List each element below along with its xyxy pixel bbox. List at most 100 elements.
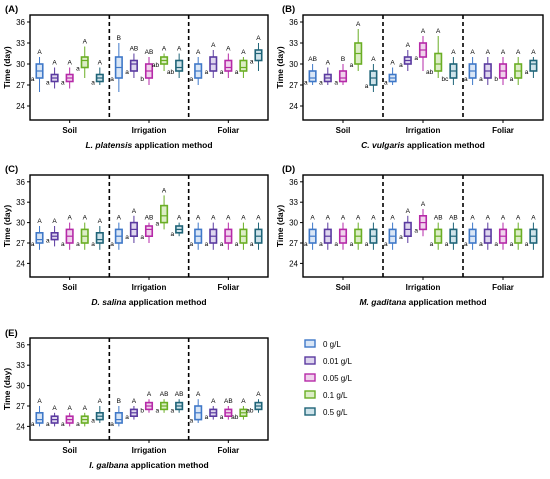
y-axis-label: Time (day) <box>2 46 12 89</box>
box <box>129 59 138 72</box>
sig-letter-upper: AB <box>130 46 139 53</box>
plot-frame <box>29 337 269 441</box>
sig-letter-upper: A <box>132 208 137 215</box>
box-foliar-2: aA <box>220 215 233 250</box>
sig-letter-upper: A <box>37 398 42 405</box>
box-irrigation-4: a AB <box>171 391 184 414</box>
box-soil-2: aA <box>61 60 74 89</box>
sig-letter-upper: A <box>196 49 201 56</box>
x-group-label: Foliar <box>492 126 514 135</box>
sig-letter-lower: a <box>220 69 224 76</box>
sig-letter-lower: a <box>384 241 388 248</box>
box-soil-4: aA <box>365 56 378 92</box>
x-group-label: Irrigation <box>132 446 167 455</box>
x-group-label: Soil <box>62 126 77 135</box>
sig-letter-upper: A <box>67 60 72 67</box>
sig-letter-upper: A <box>406 42 411 49</box>
sig-letter-upper: B <box>117 35 121 42</box>
box-foliar-0: aA <box>464 215 477 250</box>
sig-letter-upper: A <box>83 215 88 222</box>
sig-letter-upper: A <box>98 60 103 67</box>
box-foliar-1: aA <box>479 215 492 250</box>
sig-letter-lower: a <box>479 76 483 83</box>
panel-title-species: C. vulgaris <box>361 140 405 150</box>
x-group-label: Foliar <box>217 126 239 135</box>
box-irrigation-1: aA <box>125 208 138 243</box>
sig-letter-lower: bc <box>442 76 450 83</box>
legend-label: 0.05 g/L <box>323 374 352 383</box>
y-tick-label: 33 <box>289 39 298 48</box>
box-soil-4: aA <box>365 215 378 250</box>
sig-letter-lower: a <box>365 241 369 248</box>
y-tick-label: 36 <box>16 178 25 187</box>
sig-letter-upper: A <box>132 398 137 405</box>
sig-letter-lower: a <box>235 69 239 76</box>
sig-letter-upper: A <box>356 21 361 28</box>
box-foliar-4: aA <box>250 35 263 71</box>
box-irrigation-3: aA <box>155 187 169 230</box>
legend-swatch <box>304 390 316 399</box>
sig-letter-upper: A <box>256 215 261 222</box>
box-irrigation-3: a AB <box>430 215 443 250</box>
x-group-label: Irrigation <box>406 283 441 292</box>
box-irrigation-1: a AB <box>125 46 139 78</box>
sig-letter-lower: a <box>350 62 354 69</box>
box-soil-1: aA <box>46 405 59 428</box>
box-foliar-4: ab A <box>246 391 263 414</box>
box <box>529 59 538 72</box>
y-tick-label: 33 <box>16 39 25 48</box>
sig-letter-upper: A <box>256 391 261 398</box>
sig-letter-lower: a <box>91 418 95 425</box>
sig-letter-lower: a <box>334 241 338 248</box>
box-foliar-0: aA <box>190 49 203 85</box>
legend-item: 0.05 g/L <box>304 373 352 383</box>
y-tick-label: 27 <box>16 81 25 90</box>
y-tick-label: 30 <box>16 382 25 391</box>
x-group-label: Irrigation <box>132 126 167 135</box>
box-soil-0: aA <box>31 218 44 250</box>
sig-letter-lower: a <box>205 69 209 76</box>
box-irrigation-4: aA <box>171 215 184 238</box>
panel-title-rest: application method <box>405 140 485 150</box>
sig-letter-lower: a <box>110 241 114 248</box>
sig-letter-lower: b <box>140 76 144 83</box>
sig-letter-lower: a <box>171 407 175 414</box>
sig-letter-upper: A <box>516 49 521 56</box>
box <box>308 70 317 83</box>
y-tick-label: 36 <box>289 178 298 187</box>
legend-item: 0.1 g/L <box>304 390 348 400</box>
box-soil-2: aB <box>334 56 348 87</box>
box-foliar-0: aA <box>190 215 203 250</box>
box <box>160 204 169 224</box>
panel-title: L. platensis application method <box>85 140 212 150</box>
y-tick-label: 27 <box>16 402 25 411</box>
box-soil-1: aA <box>319 60 332 87</box>
sig-letter-upper: AB <box>224 398 233 405</box>
box <box>338 70 348 83</box>
y-tick-label: 24 <box>16 102 25 111</box>
y-tick-label: 33 <box>16 198 25 207</box>
box-irrigation-1: aA <box>399 208 412 243</box>
box-irrigation-2: b AB <box>140 49 153 85</box>
sig-letter-upper: A <box>98 398 103 405</box>
legend-label: 0.5 g/L <box>323 408 348 417</box>
sig-letter-lower: a <box>76 241 80 248</box>
box-soil-1: aA <box>46 60 59 89</box>
box-foliar-1: aA <box>479 49 492 85</box>
legend-item: 0.01 g/L <box>304 356 352 366</box>
sig-letter-lower: a <box>304 80 308 87</box>
sig-letter-upper: AB <box>175 391 184 398</box>
x-group-label: Irrigation <box>406 126 441 135</box>
legend-label: 0.01 g/L <box>323 357 352 366</box>
box-foliar-2: aA <box>220 46 233 78</box>
box-irrigation-1: aA <box>125 398 138 421</box>
legend-swatch <box>304 373 316 382</box>
box <box>239 59 248 72</box>
sig-letter-upper: A <box>256 35 261 42</box>
box-soil-2: aA <box>334 215 348 250</box>
sig-letter-lower: a <box>110 421 114 428</box>
legend-label: 0.1 g/L <box>323 391 348 400</box>
box <box>254 49 263 62</box>
y-tick-label: 36 <box>16 341 25 350</box>
